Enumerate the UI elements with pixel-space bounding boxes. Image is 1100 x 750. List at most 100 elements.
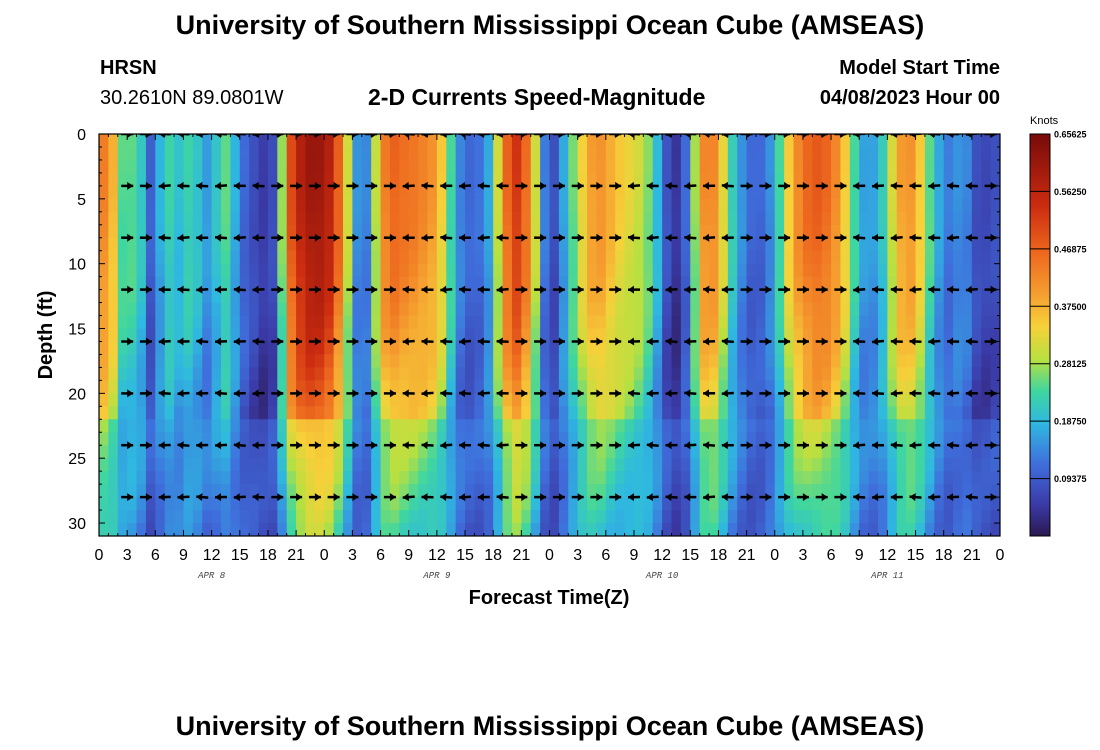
current-arrow xyxy=(552,134,565,138)
heatmap-cell xyxy=(587,419,598,433)
heatmap-cell xyxy=(286,289,297,304)
heatmap-cell xyxy=(465,328,476,343)
heatmap-cell xyxy=(887,380,898,394)
heatmap-cell xyxy=(774,484,785,498)
heatmap-cell xyxy=(699,393,710,407)
heatmap-cell xyxy=(399,432,410,446)
heatmap-cell xyxy=(887,328,898,343)
heatmap-cell xyxy=(286,393,297,407)
heatmap-cell xyxy=(943,523,954,536)
current-arrow xyxy=(740,134,753,138)
heatmap-cell xyxy=(483,354,494,369)
heatmap-cell xyxy=(127,419,138,433)
heatmap-cell xyxy=(587,393,598,407)
heatmap-cell xyxy=(343,432,354,446)
heatmap-cell xyxy=(587,172,598,187)
heatmap-cell xyxy=(267,393,278,407)
heatmap-cell xyxy=(765,497,776,511)
heatmap-cell xyxy=(671,471,682,485)
heatmap-cell xyxy=(436,172,447,187)
heatmap-cell xyxy=(127,445,138,459)
current-arrow xyxy=(121,233,134,242)
heatmap-cell xyxy=(953,341,964,356)
heatmap-cell xyxy=(605,134,616,148)
heatmap-cell xyxy=(906,510,917,524)
current-arrow xyxy=(552,233,565,242)
heatmap-cell xyxy=(380,471,391,485)
heatmap-cell xyxy=(671,406,682,420)
heatmap-cell xyxy=(812,185,823,200)
current-arrow xyxy=(834,441,847,450)
heatmap-cell xyxy=(408,380,419,394)
heatmap-cell xyxy=(793,484,804,498)
x-tick-label: 15 xyxy=(907,547,925,564)
heatmap-cell xyxy=(511,484,522,498)
heatmap-cell xyxy=(812,497,823,511)
current-arrow xyxy=(458,441,472,450)
heatmap-cell xyxy=(483,315,494,330)
heatmap-cell xyxy=(821,367,832,381)
heatmap-cell xyxy=(296,471,307,485)
heatmap-cell xyxy=(558,185,569,200)
heatmap-cell xyxy=(652,354,663,369)
heatmap-cell xyxy=(324,432,335,446)
current-arrow xyxy=(740,389,753,398)
heatmap-cell xyxy=(521,276,532,291)
heatmap-cell xyxy=(784,367,795,381)
heatmap-cell xyxy=(192,289,203,304)
heatmap-cell xyxy=(108,159,119,174)
heatmap-cell xyxy=(577,471,588,485)
heatmap-cell xyxy=(652,328,663,343)
heatmap-cell xyxy=(737,211,748,226)
heatmap-cell xyxy=(971,276,982,291)
heatmap-cell xyxy=(399,159,410,174)
heatmap-cell xyxy=(380,523,391,536)
heatmap-cell xyxy=(652,341,663,356)
heatmap-cell xyxy=(333,276,344,291)
heatmap-cell xyxy=(230,134,241,148)
heatmap-cell xyxy=(784,159,795,174)
heatmap-cell xyxy=(859,523,870,536)
heatmap-cell xyxy=(652,458,663,472)
heatmap-cell xyxy=(333,289,344,304)
heatmap-cell xyxy=(558,523,569,536)
heatmap-cell xyxy=(915,224,926,239)
heatmap-cell xyxy=(277,393,288,407)
heatmap-cell xyxy=(230,185,241,200)
heatmap-cell xyxy=(774,315,785,330)
heatmap-cell xyxy=(953,393,964,407)
heatmap-cell xyxy=(136,510,147,524)
current-arrow xyxy=(308,134,321,138)
heatmap-cell xyxy=(314,315,325,330)
heatmap-cell xyxy=(418,263,429,278)
heatmap-cell xyxy=(737,224,748,239)
heatmap-cell xyxy=(680,289,691,304)
heatmap-cell xyxy=(784,380,795,394)
heatmap-cell xyxy=(296,211,307,226)
heatmap-cell xyxy=(577,510,588,524)
heatmap-cell xyxy=(802,341,813,356)
heatmap-cell xyxy=(971,237,982,252)
heatmap-cell xyxy=(784,406,795,420)
heatmap-cell xyxy=(849,276,860,291)
heatmap-cell xyxy=(990,237,1000,252)
heatmap-cell xyxy=(352,328,363,343)
x-tick-label: 18 xyxy=(935,547,953,564)
heatmap-cell xyxy=(737,289,748,304)
heatmap-cell xyxy=(680,458,691,472)
heatmap-cell xyxy=(784,315,795,330)
heatmap-cell xyxy=(502,367,513,381)
heatmap-cell xyxy=(821,445,832,459)
heatmap-cell xyxy=(174,315,185,330)
heatmap-cell xyxy=(671,237,682,252)
heatmap-cell xyxy=(558,237,569,252)
heatmap-cell xyxy=(108,134,119,148)
heatmap-cell xyxy=(596,211,607,226)
heatmap-cell xyxy=(859,328,870,343)
heatmap-cell xyxy=(389,315,400,330)
heatmap-cell xyxy=(127,510,138,524)
current-arrow xyxy=(327,134,340,138)
heatmap-cell xyxy=(662,302,673,317)
current-arrow xyxy=(327,493,340,502)
heatmap-cell xyxy=(399,445,410,459)
